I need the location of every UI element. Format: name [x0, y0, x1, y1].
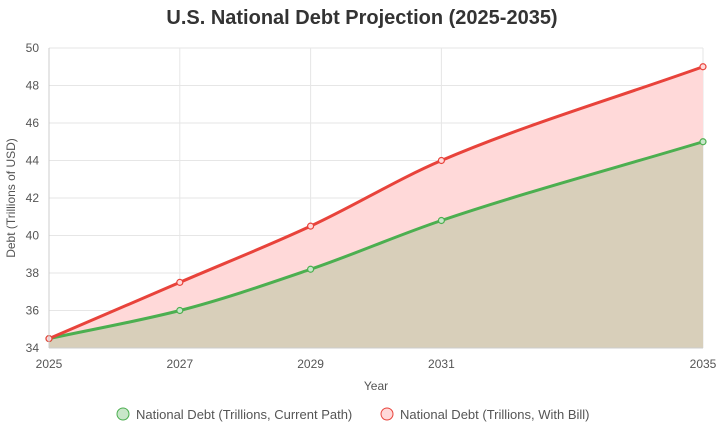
data-point[interactable]	[307, 222, 315, 230]
areas	[49, 66, 703, 348]
y-tick-label: 40	[26, 229, 40, 243]
y-tick-label: 42	[26, 191, 40, 205]
data-points	[45, 63, 707, 343]
x-tick-label: 2029	[297, 357, 324, 371]
data-point[interactable]	[307, 265, 315, 273]
legend-label-2[interactable]: National Debt (Trillions, With Bill)	[400, 407, 590, 422]
y-tick-label: 46	[26, 116, 40, 130]
x-tick-label: 2035	[690, 357, 717, 371]
series-line-2	[48, 65, 704, 341]
y-tick-label: 44	[26, 154, 40, 168]
x-tick-label: 2025	[36, 357, 63, 371]
y-tick-label: 50	[26, 41, 40, 55]
legend-swatch-2[interactable]	[380, 407, 394, 421]
x-tick-label: 2031	[428, 357, 455, 371]
legend-swatch-1[interactable]	[116, 407, 130, 421]
data-point[interactable]	[437, 156, 445, 165]
y-axis-label: Debt (Trillions of USD)	[4, 138, 18, 258]
x-axis-label: Year	[364, 379, 388, 393]
series-lines	[48, 65, 704, 341]
y-tick-label: 38	[26, 266, 40, 280]
y-tick-label: 34	[26, 341, 40, 355]
data-point[interactable]	[437, 216, 445, 225]
legend: National Debt (Trillions, Current Path) N…	[116, 407, 590, 422]
data-point[interactable]	[176, 306, 184, 315]
axes: 34 36 38 40 42 44 46 48 50 2025 2027 2029 2031 2035	[26, 41, 717, 371]
legend-label-1[interactable]: National Debt (Trillions, Current Path)	[136, 407, 352, 422]
data-point[interactable]	[699, 63, 707, 71]
data-point[interactable]	[699, 138, 707, 146]
y-tick-label: 36	[26, 304, 40, 318]
chart-title: U.S. National Debt Projection (2025-2035…	[166, 7, 557, 29]
x-tick-label: 2027	[166, 357, 193, 371]
y-tick-label: 48	[26, 79, 40, 93]
series-line-1	[48, 140, 704, 341]
data-point[interactable]	[176, 278, 184, 286]
